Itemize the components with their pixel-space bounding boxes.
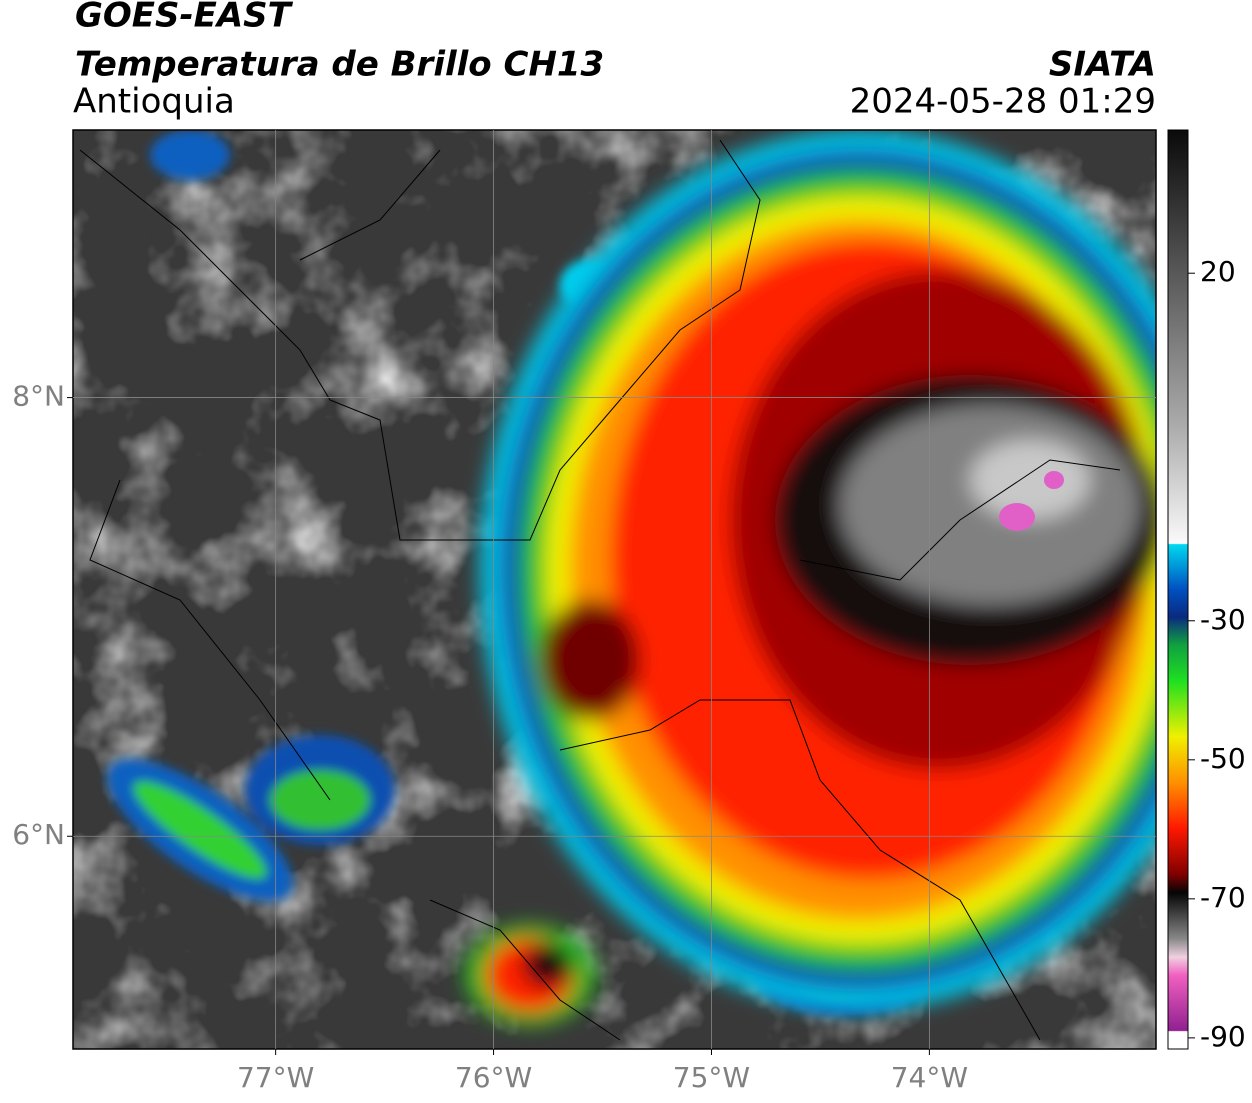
x-tick-label: 74°W — [891, 1061, 968, 1094]
x-tick-label: 77°W — [237, 1061, 314, 1094]
coldest-spot — [999, 503, 1035, 531]
source: SIATA — [1049, 45, 1156, 85]
colorbar — [1167, 129, 1189, 1050]
colorbar-tick-label: -70 — [1200, 881, 1246, 914]
subtitle: Temperatura de Brillo CH13 — [75, 45, 604, 85]
x-tick-label: 75°W — [673, 1061, 750, 1094]
colorbar-tick-label: -50 — [1200, 742, 1246, 775]
colorbar-tick-label: -90 — [1200, 1020, 1246, 1053]
colorbar-tick-label: 20 — [1200, 255, 1236, 288]
boundaries — [79, 139, 1121, 1041]
map-frame — [72, 129, 1157, 1050]
title: GOES-EAST — [75, 0, 294, 36]
x-tick-label: 76°W — [455, 1061, 532, 1094]
y-tick-label: 6°N — [12, 818, 65, 851]
y-tick-label: 8°N — [12, 380, 65, 413]
colorbar-tick-label: -30 — [1200, 603, 1246, 636]
coldest-spot — [1044, 471, 1064, 489]
satellite-image — [73, 130, 1156, 1049]
timestamp: 2024-05-28 01:29 — [850, 82, 1156, 122]
region: Antioquia — [73, 82, 235, 122]
